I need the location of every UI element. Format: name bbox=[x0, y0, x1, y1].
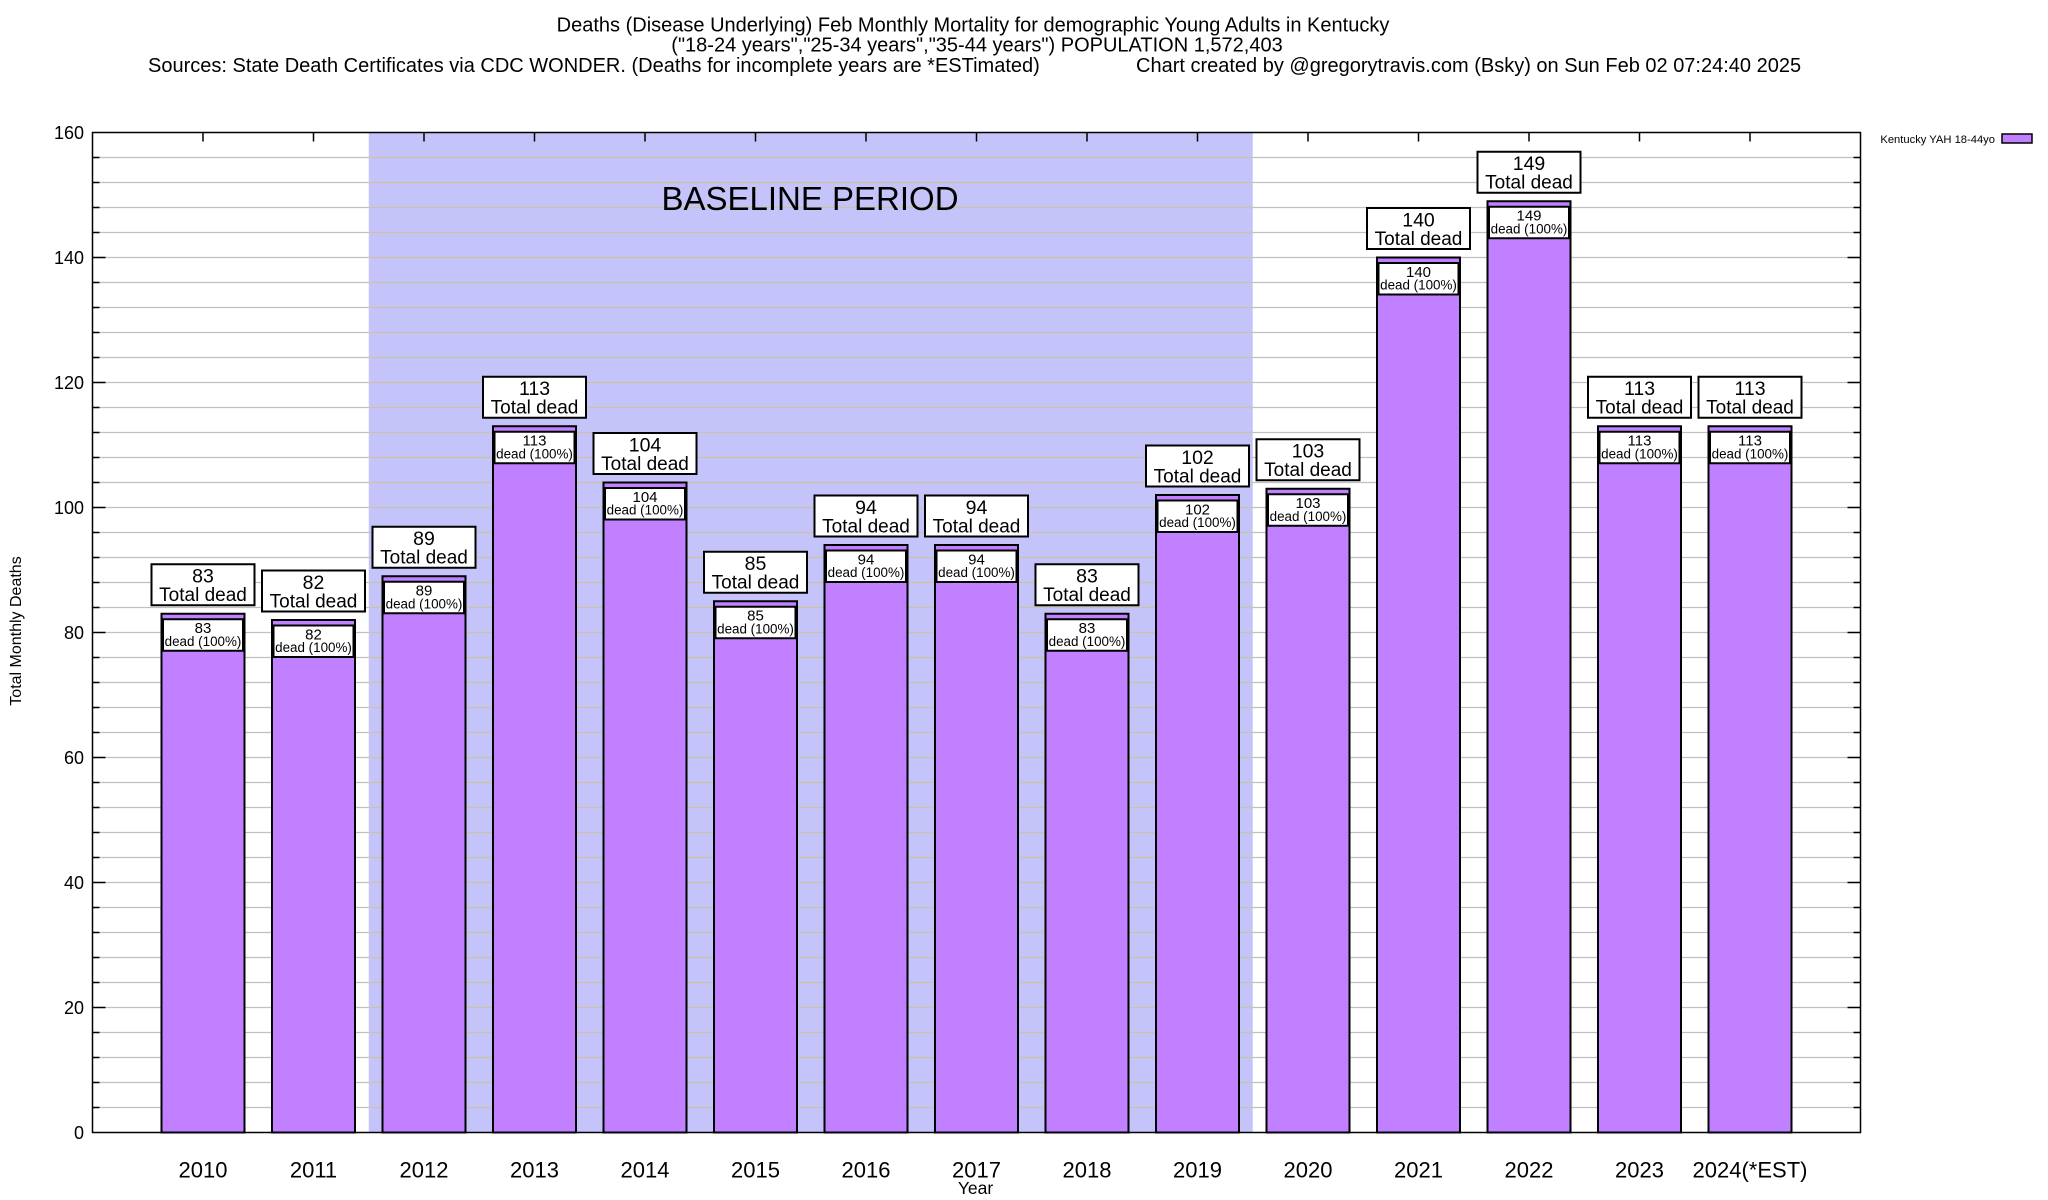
svg-text:40: 40 bbox=[64, 873, 84, 893]
svg-text:113: 113 bbox=[1734, 378, 1765, 400]
svg-text:113: 113 bbox=[523, 433, 547, 450]
svg-text:Total dead: Total dead bbox=[1264, 460, 1352, 481]
svg-text:2021: 2021 bbox=[1394, 1158, 1443, 1183]
svg-text:Total dead: Total dead bbox=[380, 548, 468, 569]
svg-text:83: 83 bbox=[1079, 620, 1096, 637]
svg-text:dead (100%): dead (100%) bbox=[828, 565, 905, 580]
svg-text:2020: 2020 bbox=[1284, 1158, 1333, 1183]
svg-text:dead (100%): dead (100%) bbox=[1491, 221, 1568, 236]
svg-text:100: 100 bbox=[54, 498, 84, 518]
svg-text:60: 60 bbox=[64, 748, 84, 768]
svg-text:82: 82 bbox=[303, 572, 325, 594]
svg-text:Total dead: Total dead bbox=[491, 398, 579, 419]
svg-text:dead (100%): dead (100%) bbox=[607, 503, 684, 518]
svg-text:("18-24 years","25-34 years",": ("18-24 years","25-34 years","35-44 year… bbox=[671, 35, 1282, 57]
svg-text:dead (100%): dead (100%) bbox=[1270, 509, 1347, 524]
svg-text:94: 94 bbox=[966, 497, 988, 519]
svg-text:2016: 2016 bbox=[842, 1158, 891, 1183]
svg-text:dead (100%): dead (100%) bbox=[1712, 446, 1789, 461]
svg-text:2017: 2017 bbox=[952, 1158, 1001, 1183]
svg-text:2013: 2013 bbox=[510, 1158, 559, 1183]
svg-text:Total dead: Total dead bbox=[1706, 398, 1794, 419]
svg-text:2012: 2012 bbox=[400, 1158, 449, 1183]
svg-text:2023: 2023 bbox=[1615, 1158, 1664, 1183]
svg-text:140: 140 bbox=[1402, 209, 1435, 231]
svg-text:dead (100%): dead (100%) bbox=[938, 565, 1015, 580]
svg-text:89: 89 bbox=[416, 583, 433, 600]
svg-text:dead (100%): dead (100%) bbox=[717, 621, 794, 636]
svg-text:Total dead: Total dead bbox=[1375, 229, 1463, 250]
svg-text:2018: 2018 bbox=[1063, 1158, 1112, 1183]
svg-text:Total dead: Total dead bbox=[601, 454, 689, 475]
svg-text:102: 102 bbox=[1181, 447, 1214, 469]
svg-text:Total Monthly Deaths: Total Monthly Deaths bbox=[8, 556, 25, 705]
svg-text:83: 83 bbox=[192, 566, 214, 588]
svg-text:2019: 2019 bbox=[1173, 1158, 1222, 1183]
svg-text:113: 113 bbox=[1624, 378, 1655, 400]
svg-text:Total dead: Total dead bbox=[1596, 398, 1684, 419]
svg-text:160: 160 bbox=[54, 123, 84, 143]
svg-text:2014: 2014 bbox=[621, 1158, 670, 1183]
svg-text:dead (100%): dead (100%) bbox=[1159, 515, 1236, 530]
svg-text:Total dead: Total dead bbox=[822, 516, 910, 537]
svg-text:Kentucky YAH 18-44yo: Kentucky YAH 18-44yo bbox=[1880, 134, 1995, 146]
svg-text:104: 104 bbox=[629, 434, 662, 456]
svg-text:83: 83 bbox=[1076, 566, 1098, 588]
svg-text:Total dead: Total dead bbox=[712, 573, 800, 594]
svg-text:Total dead: Total dead bbox=[933, 516, 1021, 537]
svg-text:103: 103 bbox=[1292, 441, 1325, 463]
svg-text:dead (100%): dead (100%) bbox=[496, 446, 573, 461]
svg-text:Total dead: Total dead bbox=[159, 585, 247, 606]
svg-text:Chart created by @gregorytravi: Chart created by @gregorytravis.com (Bsk… bbox=[1136, 55, 1801, 77]
svg-text:149: 149 bbox=[1513, 153, 1546, 175]
svg-text:83: 83 bbox=[195, 620, 212, 637]
svg-text:dead (100%): dead (100%) bbox=[1380, 278, 1457, 293]
svg-text:dead (100%): dead (100%) bbox=[275, 640, 352, 655]
svg-text:120: 120 bbox=[54, 373, 84, 393]
svg-text:Total dead: Total dead bbox=[1043, 585, 1131, 606]
svg-text:94: 94 bbox=[858, 551, 875, 568]
svg-text:113: 113 bbox=[1628, 433, 1652, 450]
svg-text:94: 94 bbox=[855, 497, 877, 519]
svg-text:dead (100%): dead (100%) bbox=[1049, 634, 1126, 649]
svg-text:94: 94 bbox=[968, 551, 985, 568]
svg-text:113: 113 bbox=[1738, 433, 1762, 450]
svg-text:Total dead: Total dead bbox=[1154, 466, 1242, 487]
svg-text:80: 80 bbox=[64, 623, 84, 643]
svg-text:20: 20 bbox=[64, 998, 84, 1018]
svg-text:BASELINE PERIOD: BASELINE PERIOD bbox=[661, 180, 958, 217]
svg-text:85: 85 bbox=[747, 608, 764, 625]
svg-text:103: 103 bbox=[1295, 495, 1320, 512]
svg-text:0: 0 bbox=[74, 1123, 84, 1143]
svg-text:dead (100%): dead (100%) bbox=[386, 596, 463, 611]
svg-text:dead (100%): dead (100%) bbox=[1601, 446, 1678, 461]
svg-text:2015: 2015 bbox=[731, 1158, 780, 1183]
svg-text:Year: Year bbox=[958, 1178, 994, 1198]
svg-text:2022: 2022 bbox=[1505, 1158, 1554, 1183]
svg-text:82: 82 bbox=[305, 626, 322, 643]
svg-text:140: 140 bbox=[54, 248, 84, 268]
svg-text:2010: 2010 bbox=[179, 1158, 228, 1183]
svg-text:dead (100%): dead (100%) bbox=[165, 634, 242, 649]
svg-text:2024(*EST): 2024(*EST) bbox=[1693, 1158, 1808, 1183]
svg-text:2011: 2011 bbox=[290, 1158, 337, 1183]
svg-text:Total dead: Total dead bbox=[1485, 173, 1573, 194]
svg-text:Sources: State Death Certifica: Sources: State Death Certificates via CD… bbox=[148, 55, 1040, 77]
svg-text:102: 102 bbox=[1185, 501, 1210, 518]
svg-text:Total dead: Total dead bbox=[270, 591, 358, 612]
svg-text:Deaths (Disease Underlying) Fe: Deaths (Disease Underlying) Feb Monthly … bbox=[557, 14, 1390, 36]
svg-text:104: 104 bbox=[632, 489, 657, 506]
svg-text:149: 149 bbox=[1516, 208, 1541, 225]
svg-text:140: 140 bbox=[1406, 264, 1431, 281]
svg-text:89: 89 bbox=[413, 528, 435, 550]
svg-text:113: 113 bbox=[519, 378, 550, 400]
svg-text:85: 85 bbox=[745, 553, 767, 575]
